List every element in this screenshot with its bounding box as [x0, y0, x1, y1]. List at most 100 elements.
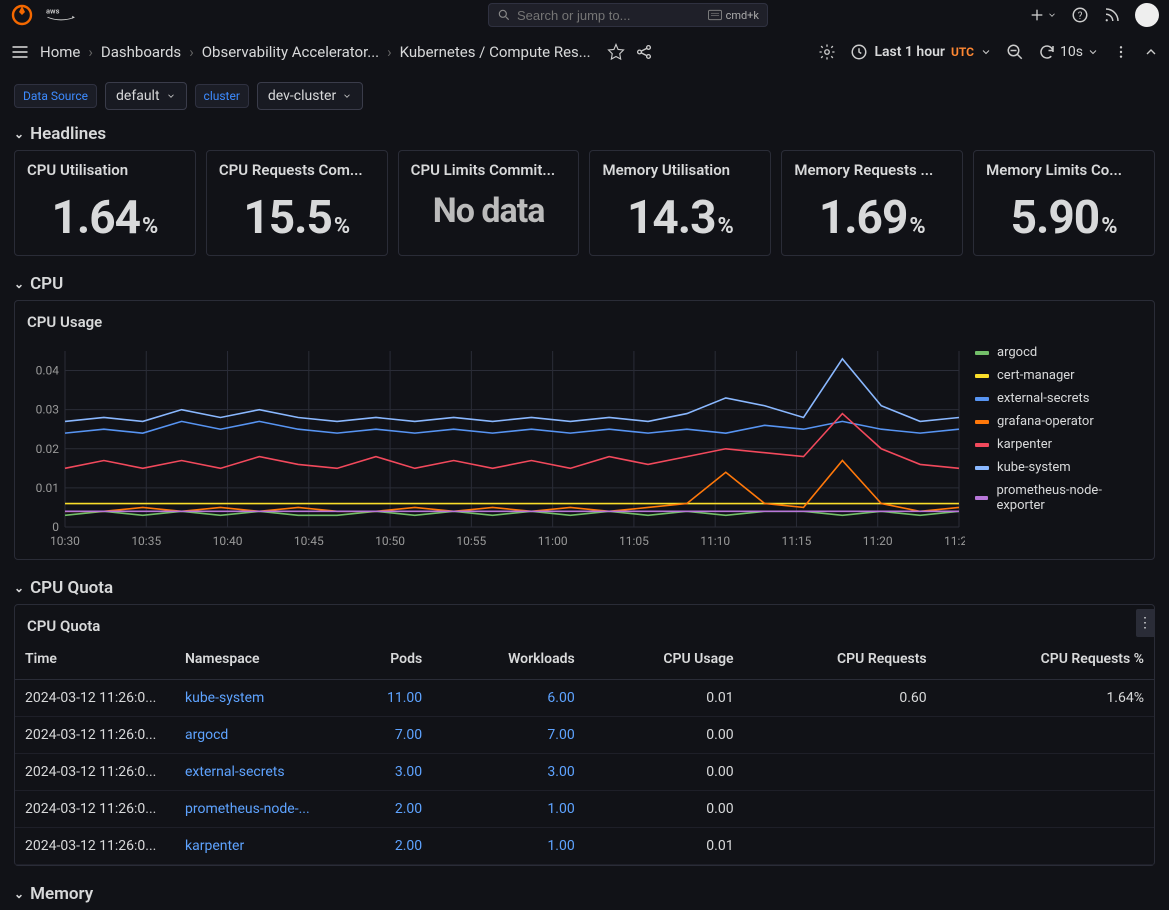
table-header[interactable]: CPU Usage [585, 639, 744, 680]
svg-text:0.02: 0.02 [36, 442, 60, 456]
help-icon[interactable]: ? [1071, 6, 1089, 24]
table-header[interactable]: CPU Requests [744, 639, 937, 680]
stat-panel[interactable]: CPU Requests Com... 15.5% [206, 150, 388, 256]
breadcrumb-folder[interactable]: Observability Accelerator... [202, 43, 379, 61]
legend-item[interactable]: cert-manager [975, 364, 1144, 387]
svg-text:?: ? [1078, 11, 1083, 22]
legend-item[interactable]: grafana-operator [975, 410, 1144, 433]
chevron-down-icon: ⌄ [14, 581, 24, 595]
zoom-out-button[interactable] [1006, 43, 1024, 61]
svg-text:11:20: 11:20 [863, 534, 893, 548]
svg-text:11:15: 11:15 [782, 534, 812, 548]
var-datasource-select[interactable]: default [105, 82, 187, 110]
cell-namespace[interactable]: external-secrets [175, 754, 335, 791]
table-header[interactable]: Pods [335, 639, 432, 680]
panel-menu-button[interactable]: ⋮ [1136, 609, 1154, 637]
legend-swatch [975, 397, 989, 401]
section-title: CPU [30, 274, 63, 294]
cell-namespace[interactable]: kube-system [175, 680, 335, 717]
cell-workloads[interactable]: 1.00 [432, 791, 585, 828]
chevron-down-icon: ⌄ [14, 887, 24, 901]
svg-text:aws: aws [46, 7, 60, 16]
add-menu[interactable] [1029, 7, 1057, 23]
cell-namespace[interactable]: karpenter [175, 828, 335, 865]
legend-item[interactable]: external-secrets [975, 387, 1144, 410]
time-range-picker[interactable]: Last 1 hour UTC [850, 43, 992, 61]
cell-namespace[interactable]: argocd [175, 717, 335, 754]
cell-namespace[interactable]: prometheus-node-... [175, 791, 335, 828]
cell-time: 2024-03-12 11:26:0... [15, 717, 175, 754]
cell-workloads[interactable]: 6.00 [432, 680, 585, 717]
table-row: 2024-03-12 11:26:0... external-secrets 3… [15, 754, 1154, 791]
nav-toggle[interactable] [10, 42, 30, 62]
breadcrumb-current: Kubernetes / Compute Res... [400, 43, 591, 61]
section-cpu-quota[interactable]: ⌄ CPU Quota [0, 572, 1169, 604]
cpu-usage-chart[interactable]: 00.010.020.030.0410:3010:3510:4010:4510:… [25, 341, 965, 551]
legend-item[interactable]: kube-system [975, 456, 1144, 479]
stat-title: CPU Utilisation [27, 161, 183, 179]
cell-pods[interactable]: 2.00 [335, 828, 432, 865]
table-header[interactable]: Time [15, 639, 175, 680]
legend-item[interactable]: prometheus-node-exporter [975, 479, 1144, 517]
table-row: 2024-03-12 11:26:0... kube-system 11.00 … [15, 680, 1154, 717]
cell-workloads[interactable]: 7.00 [432, 717, 585, 754]
cell-cpu-usage: 0.00 [585, 754, 744, 791]
stat-title: CPU Requests Com... [219, 161, 375, 179]
share-button[interactable] [635, 43, 653, 61]
breadcrumb-dashboards[interactable]: Dashboards [101, 43, 181, 61]
cell-pods[interactable]: 3.00 [335, 754, 432, 791]
refresh-picker[interactable]: 10s [1038, 43, 1099, 61]
table-row: 2024-03-12 11:26:0... karpenter 2.00 1.0… [15, 828, 1154, 865]
star-button[interactable] [607, 43, 625, 61]
table-header[interactable]: Workloads [432, 639, 585, 680]
legend-item[interactable]: karpenter [975, 433, 1144, 456]
avatar[interactable] [1135, 3, 1159, 27]
cell-time: 2024-03-12 11:26:0... [15, 828, 175, 865]
stat-panel[interactable]: CPU Utilisation 1.64% [14, 150, 196, 256]
stat-panel[interactable]: CPU Limits Commit... No data [398, 150, 580, 256]
legend-item[interactable]: argocd [975, 341, 1144, 364]
legend-label: cert-manager [997, 368, 1075, 383]
refresh-interval: 10s [1060, 44, 1083, 60]
chevron-down-icon: ⌄ [14, 277, 24, 291]
svg-text:0.01: 0.01 [36, 481, 59, 495]
cell-cpu-requests-pct [937, 754, 1154, 791]
panel-title: CPU Usage [15, 301, 1154, 335]
rss-icon[interactable] [1103, 6, 1121, 24]
cell-pods[interactable]: 7.00 [335, 717, 432, 754]
svg-text:10:55: 10:55 [456, 534, 486, 548]
cell-workloads[interactable]: 3.00 [432, 754, 585, 791]
table-header[interactable]: Namespace [175, 639, 335, 680]
section-title: Headlines [30, 124, 106, 144]
svg-text:11:25: 11:25 [944, 534, 965, 548]
stat-panel[interactable]: Memory Requests ... 1.69% [781, 150, 963, 256]
search-input[interactable] [517, 8, 702, 23]
global-search[interactable]: cmd+k [488, 3, 768, 27]
grafana-logo[interactable] [10, 3, 34, 27]
section-cpu[interactable]: ⌄ CPU [0, 268, 1169, 300]
svg-text:10:40: 10:40 [213, 534, 243, 548]
panel-title: CPU Quota [15, 605, 1154, 639]
cell-cpu-requests-pct: 1.64% [937, 680, 1154, 717]
collapse-icon[interactable] [1143, 44, 1159, 60]
breadcrumb-home[interactable]: Home [40, 43, 80, 61]
stat-panel[interactable]: Memory Utilisation 14.3% [589, 150, 771, 256]
table-header[interactable]: CPU Requests % [937, 639, 1154, 680]
more-menu[interactable] [1113, 44, 1129, 60]
chart-legend: argocd cert-manager external-secretsgrafan… [975, 341, 1144, 551]
cell-time: 2024-03-12 11:26:0... [15, 754, 175, 791]
section-headlines[interactable]: ⌄ Headlines [0, 118, 1169, 150]
legend-label: argocd [997, 345, 1037, 360]
cell-pods[interactable]: 2.00 [335, 791, 432, 828]
legend-swatch [975, 420, 989, 424]
cell-workloads[interactable]: 1.00 [432, 828, 585, 865]
section-memory[interactable]: ⌄ Memory [0, 878, 1169, 910]
cell-pods[interactable]: 11.00 [335, 680, 432, 717]
svg-text:0: 0 [52, 520, 59, 534]
cell-cpu-requests [744, 717, 937, 754]
legend-swatch [975, 466, 989, 470]
stat-value: 5.90% [986, 191, 1142, 245]
stat-panel[interactable]: Memory Limits Co... 5.90% [973, 150, 1155, 256]
settings-button[interactable] [818, 43, 836, 61]
var-cluster-select[interactable]: dev-cluster [257, 82, 363, 110]
